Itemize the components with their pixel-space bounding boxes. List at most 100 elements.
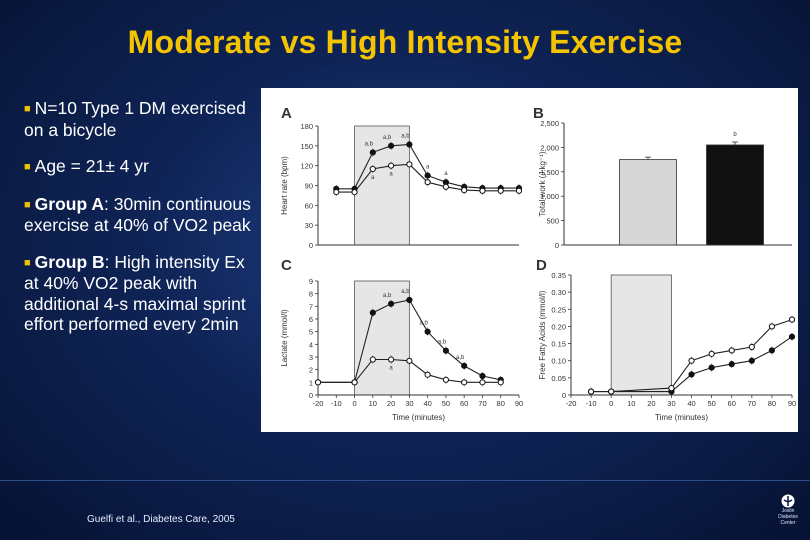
data-point-d-1	[788, 316, 796, 323]
data-point-c-1	[369, 356, 376, 363]
y-tick-label-a: 90	[305, 182, 313, 191]
x-tick-label-d: 90	[788, 399, 796, 408]
page-title: Moderate vs High Intensity Exercise	[127, 24, 683, 60]
y-tick-label-c: 0	[309, 391, 313, 400]
data-point-d-0	[688, 371, 695, 378]
x-tick-label-d: 40	[687, 399, 695, 408]
x-tick-label-d: 50	[707, 399, 715, 408]
y-tick-label-a: 60	[305, 201, 313, 210]
joslin-logo-icon	[781, 494, 795, 508]
figure-panels: A Heart rate (bpm) 0 30 60 90 120 150 180 a,b a,b a…	[261, 88, 798, 432]
data-point-a-1	[461, 187, 468, 194]
y-tick-label-b: 0	[555, 241, 559, 250]
annotation-c-2: a,b	[419, 321, 428, 327]
annotation-a-4: a	[389, 172, 393, 178]
bullet-text: : 30min continuous exercise at 40% of VO…	[24, 193, 251, 236]
annotation-a-2: a,b	[401, 134, 410, 140]
data-point-c-1	[406, 357, 413, 364]
x-tick-label-c: 60	[460, 399, 468, 408]
data-point-c-0	[406, 296, 413, 304]
annotation-a-0: a,b	[365, 141, 374, 147]
data-point-d-0	[708, 364, 715, 371]
y-tick-label-c: 4	[309, 340, 313, 349]
y-tick-label-b: 500	[546, 217, 559, 226]
data-point-c-0	[479, 372, 486, 380]
data-point-d-0	[788, 333, 796, 340]
x-tick-label-d: -10	[586, 399, 597, 408]
x-tick-label-c: 80	[497, 399, 505, 408]
annotation-c-1: a,b	[401, 289, 410, 295]
annotation-b: b	[733, 132, 737, 138]
data-point-c-1	[479, 379, 486, 386]
data-point-d-1	[688, 357, 695, 364]
data-point-d-1	[587, 388, 595, 395]
annotation-c-5: a	[389, 366, 393, 372]
bullet-marker-icon: ■	[24, 198, 31, 211]
x-tick-label-d: 60	[728, 399, 736, 408]
data-point-c-1	[314, 379, 322, 386]
x-tick-label-c: 50	[442, 399, 450, 408]
x-tick-label-c: 10	[369, 399, 377, 408]
annotation-c-4: a,b	[456, 355, 465, 361]
bullet-marker-icon: ■	[24, 103, 31, 115]
data-point-c-1	[387, 356, 395, 363]
panel-label-d: D	[536, 257, 547, 274]
panel-label-a: A	[281, 105, 292, 122]
bar-b-1	[706, 144, 764, 246]
data-point-c-0	[387, 300, 395, 307]
bullet-marker-icon: ■	[24, 256, 31, 269]
data-point-c-1	[497, 379, 504, 386]
exercise-period-c	[354, 280, 410, 396]
data-point-c-1	[461, 379, 468, 386]
bullet-participants: ■ N=10 Type 1 DM exercised on a bicycle	[24, 98, 260, 140]
x-tick-label-d: 10	[627, 399, 635, 408]
annotation-a-6: a	[444, 171, 448, 177]
x-tick-label-d: 30	[667, 399, 675, 408]
bullet-bold-label: Group A	[34, 193, 104, 214]
data-point-a-1	[424, 179, 431, 186]
y-tick-label-b: 2,000	[540, 143, 559, 152]
y-axis-label-c: Lactate (mmol/l)	[280, 309, 289, 367]
data-point-d-0	[748, 357, 755, 364]
y-tick-label-b: 2,500	[540, 119, 559, 128]
y-tick-label-b: 1,000	[540, 192, 559, 201]
data-point-c-1	[442, 376, 450, 383]
bullet-group-a: ■ Group A: 30min continuous exercise at 4…	[24, 194, 260, 236]
logo-line2: Diabetes	[778, 514, 798, 520]
x-tick-label-c: 20	[387, 399, 395, 408]
y-tick-label-c: 2	[309, 366, 313, 375]
x-axis-label-d: Time (minutes)	[655, 413, 708, 422]
y-tick-label-a: 120	[300, 162, 313, 171]
y-tick-label-d: 0	[562, 391, 566, 400]
citation: Guelfi et al., Diabetes Care, 2005	[87, 514, 235, 525]
y-tick-label-d: 0.35	[551, 271, 566, 280]
x-axis-label-c: Time (minutes)	[392, 413, 445, 422]
y-tick-label-c: 5	[309, 328, 313, 337]
data-point-d-1	[748, 343, 755, 351]
data-point-a-1	[369, 165, 376, 173]
data-point-d-1	[728, 347, 735, 354]
data-point-c-0	[461, 362, 468, 369]
x-tick-label-d: -20	[566, 399, 577, 408]
annotation-c-3: a,b	[438, 340, 447, 346]
x-tick-label-d: 0	[609, 399, 613, 408]
data-point-c-0	[442, 347, 450, 354]
data-point-d-0	[768, 347, 776, 354]
logo-line1: Joslin	[781, 508, 795, 514]
y-axis-label-a: Heart rate (bpm)	[280, 156, 289, 215]
bullet-age: ■ Age = 21± 4 yr	[24, 156, 260, 178]
y-tick-label-b: 1,500	[540, 168, 559, 177]
data-point-a-0	[406, 141, 413, 148]
bullet-text: Age = 21± 4 yr	[34, 156, 149, 176]
y-tick-label-a: 30	[305, 221, 313, 230]
y-tick-label-a: 150	[300, 142, 313, 151]
data-point-a-1	[387, 162, 395, 169]
bar-b-0	[619, 159, 677, 246]
y-tick-label-d: 0.30	[551, 288, 566, 297]
y-tick-label-d: 0.15	[551, 340, 566, 349]
bullet-text: N=10 Type 1 DM exercised on a bicycle	[24, 98, 246, 140]
y-tick-label-c: 6	[309, 315, 313, 324]
panel-label-c: C	[281, 257, 292, 274]
data-point-c-1	[424, 371, 431, 378]
x-tick-label-c: 70	[478, 399, 486, 408]
